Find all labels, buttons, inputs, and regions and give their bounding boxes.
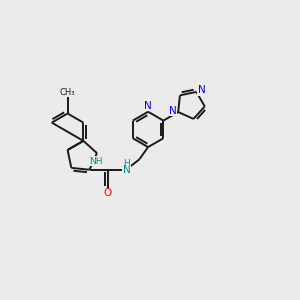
Text: O: O <box>103 188 111 198</box>
Text: NH: NH <box>89 157 102 166</box>
Text: H: H <box>123 159 129 168</box>
Text: N: N <box>169 106 177 116</box>
Text: N: N <box>198 85 206 95</box>
Text: CH₃: CH₃ <box>60 88 75 97</box>
Text: N: N <box>123 165 131 176</box>
Text: N: N <box>144 101 152 111</box>
